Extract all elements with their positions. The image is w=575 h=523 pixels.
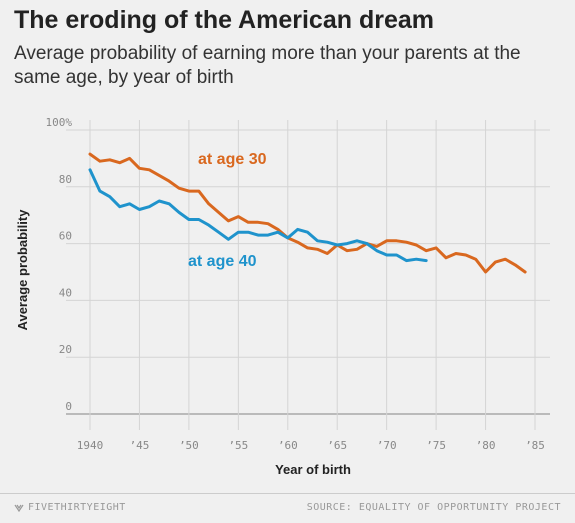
y-axis-title: Average probability bbox=[15, 209, 30, 331]
chart-subtitle: Average probability of earning more than… bbox=[14, 43, 521, 88]
x-tick-label: ’65 bbox=[327, 439, 347, 452]
series-label-age-40: at age 40 bbox=[188, 253, 257, 270]
series-line-age-40 bbox=[88, 168, 428, 263]
x-axis-title: Year of birth bbox=[275, 462, 351, 477]
y-tick-label: 20 bbox=[59, 343, 72, 356]
x-tick-label: ’80 bbox=[476, 439, 496, 452]
x-tick-label: ’85 bbox=[525, 439, 545, 452]
line-chart: 0 20 40 60 80 100% 1940 ’45 ’50 ’55 ’60 ’65 ’70 ’75 ’… bbox=[15, 116, 550, 477]
x-axis-ticks: 1940 ’45 ’50 ’55 ’60 ’65 ’70 ’75 ’80 ’85 bbox=[77, 439, 545, 452]
y-tick-label: 60 bbox=[59, 230, 72, 243]
series-label-age-30: at age 30 bbox=[198, 151, 267, 168]
x-tick-label: 1940 bbox=[77, 439, 104, 452]
x-tick-label: ’60 bbox=[278, 439, 298, 452]
y-tick-label: 40 bbox=[59, 286, 72, 299]
brand-name: FIVETHIRTYEIGHT bbox=[28, 502, 126, 513]
chart-title: The eroding of the American dream bbox=[14, 6, 434, 34]
x-tick-label: ’75 bbox=[426, 439, 446, 452]
y-tick-label: 100% bbox=[46, 116, 73, 129]
y-tick-label: 0 bbox=[65, 400, 72, 413]
x-tick-label: ’45 bbox=[130, 439, 150, 452]
x-tick-label: ’55 bbox=[228, 439, 248, 452]
brand: FIVETHIRTYEIGHT bbox=[14, 502, 126, 513]
source-note: SOURCE: EQUALITY OF OPPORTUNITY PROJECT bbox=[306, 502, 561, 513]
series-line-age-30 bbox=[88, 152, 527, 274]
x-tick-label: ’70 bbox=[377, 439, 397, 452]
fivethirtyeight-logo-icon bbox=[14, 504, 24, 512]
series-lines bbox=[88, 152, 527, 274]
y-axis-ticks: 0 20 40 60 80 100% bbox=[46, 116, 73, 413]
footer: FIVETHIRTYEIGHT SOURCE: EQUALITY OF OPPO… bbox=[0, 493, 575, 523]
x-tick-label: ’50 bbox=[179, 439, 199, 452]
y-tick-label: 80 bbox=[59, 173, 72, 186]
